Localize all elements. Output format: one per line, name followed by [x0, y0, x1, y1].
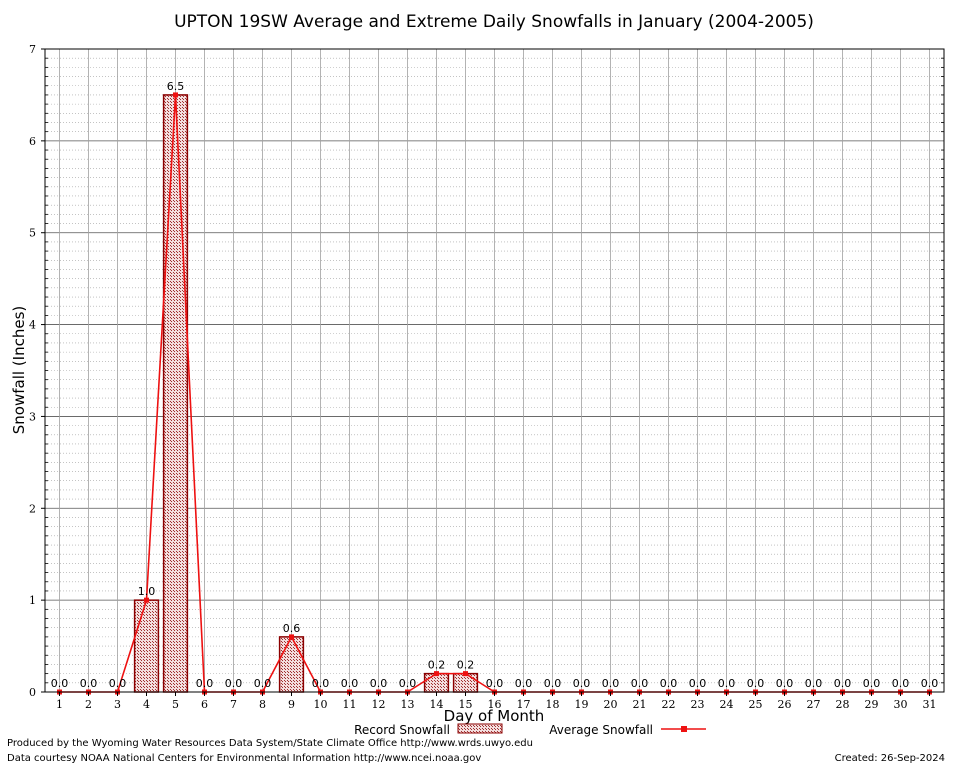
x-tick-label: 31	[923, 698, 937, 711]
x-tick-label: 19	[575, 698, 589, 711]
x-tick-label: 29	[865, 698, 879, 711]
average-marker	[463, 671, 468, 677]
x-tick-label: 21	[633, 698, 647, 711]
data-label: 0.0	[834, 677, 852, 690]
bar-day-4	[133, 599, 160, 693]
data-labels: 0.0 0.0 0.0 1.0 6.5 0.0 0.0 0.0 0.6 0.0 0.0 0.0 0.0 0…	[51, 80, 939, 690]
average-marker	[289, 634, 294, 640]
x-tick-label: 16	[488, 698, 502, 711]
x-tick-label: 3	[114, 698, 121, 711]
legend: Record Snowfall Average Snowfall	[354, 723, 706, 737]
y-tick-label: 2	[29, 502, 36, 515]
x-tick-label: 28	[836, 698, 850, 711]
legend-label-average: Average Snowfall	[549, 723, 653, 737]
x-tick-label: 10	[314, 698, 328, 711]
average-marker	[173, 92, 178, 98]
data-label: 0.2	[428, 659, 446, 672]
y-axis-label: Snowfall (Inches)	[10, 306, 28, 434]
data-label: 0.0	[312, 677, 330, 690]
x-tick-label: 27	[807, 698, 821, 711]
data-label: 0.0	[602, 677, 620, 690]
data-label: 0.0	[486, 677, 504, 690]
x-tick-label: 23	[691, 698, 705, 711]
data-label: 0.0	[631, 677, 649, 690]
data-label: 0.0	[51, 677, 69, 690]
legend-swatch-record	[457, 723, 503, 734]
data-label: 0.0	[747, 677, 765, 690]
data-label: 0.0	[921, 677, 939, 690]
x-tick-label: 1	[56, 698, 63, 711]
data-label: 0.0	[776, 677, 794, 690]
y-tick-label: 5	[29, 227, 36, 240]
x-tick-label: 2	[85, 698, 92, 711]
x-tick-label: 22	[662, 698, 676, 711]
legend-label-record: Record Snowfall	[354, 723, 450, 737]
bar-day-9	[278, 636, 305, 693]
y-tick-label: 1	[29, 594, 36, 607]
x-tick-label: 18	[546, 698, 560, 711]
data-label: 0.0	[660, 677, 678, 690]
x-tick-label: 5	[172, 698, 179, 711]
x-tick-label: 12	[372, 698, 386, 711]
y-tick-label: 7	[29, 43, 36, 56]
data-label: 0.0	[225, 677, 243, 690]
data-label: 0.0	[689, 677, 707, 690]
data-label: 0.2	[457, 659, 475, 672]
data-label: 0.6	[283, 622, 301, 635]
x-tick-label: 6	[201, 698, 208, 711]
data-label: 0.0	[254, 677, 272, 690]
data-label: 0.0	[805, 677, 823, 690]
y-tick-label: 3	[29, 410, 36, 423]
data-label: 0.0	[196, 677, 214, 690]
x-tick-label: 30	[894, 698, 908, 711]
data-label: 0.0	[892, 677, 910, 690]
bars	[133, 94, 479, 693]
bar-day-5	[162, 94, 189, 693]
data-label: 0.0	[718, 677, 736, 690]
average-marker	[144, 597, 149, 603]
data-label: 0.0	[544, 677, 562, 690]
footer-created: Created: 26-Sep-2024	[834, 753, 945, 764]
x-tick-label: 8	[259, 698, 266, 711]
footer-produced-by: Produced by the Wyoming Water Resources …	[7, 738, 533, 749]
x-tick-label: 14	[430, 698, 444, 711]
y-tick-label: 6	[29, 135, 36, 148]
x-tick-label: 15	[459, 698, 473, 711]
x-tick-label: 11	[343, 698, 357, 711]
grid	[45, 49, 944, 692]
data-label: 0.0	[80, 677, 98, 690]
data-label: 0.0	[341, 677, 359, 690]
x-axis-label: Day of Month	[444, 707, 545, 725]
bar-day-15	[452, 672, 479, 693]
x-tick-label: 4	[143, 698, 150, 711]
chart-title: UPTON 19SW Average and Extreme Daily Sno…	[174, 12, 814, 32]
footer-data-courtesy: Data courtesy NOAA National Centers for …	[7, 753, 482, 764]
data-label: 0.0	[573, 677, 591, 690]
data-label: 0.0	[370, 677, 388, 690]
legend-marker-average	[681, 726, 687, 732]
x-tick-label: 25	[749, 698, 763, 711]
data-label: 0.0	[515, 677, 533, 690]
x-tick-label: 9	[288, 698, 295, 711]
x-tick-label: 26	[778, 698, 792, 711]
data-label: 6.5	[167, 80, 185, 93]
x-tick-label: 20	[604, 698, 618, 711]
y-tick-label: 4	[29, 319, 36, 332]
data-label: 0.0	[109, 677, 127, 690]
average-marker	[434, 671, 439, 677]
data-label: 0.0	[399, 677, 417, 690]
data-label: 1.0	[138, 585, 156, 598]
x-tick-label: 17	[517, 698, 531, 711]
x-tick-label: 24	[720, 698, 734, 711]
data-label: 0.0	[863, 677, 881, 690]
x-tick-label: 7	[230, 698, 237, 711]
bar-day-14	[423, 672, 450, 693]
x-tick-label: 13	[401, 698, 415, 711]
y-tick-label: 0	[29, 686, 36, 699]
